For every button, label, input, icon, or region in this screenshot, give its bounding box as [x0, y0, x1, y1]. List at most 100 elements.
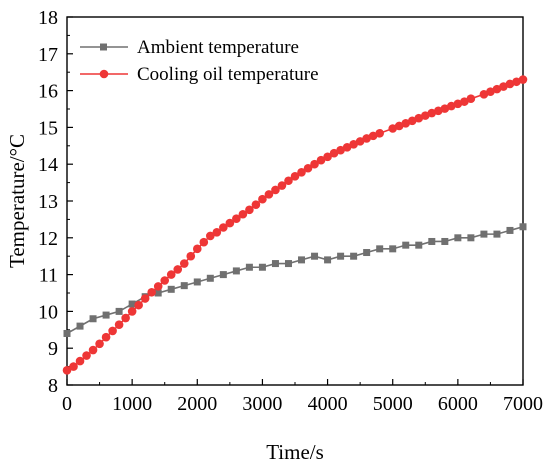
x-tick-label: 5000	[373, 393, 413, 415]
data-point	[69, 362, 78, 371]
data-point	[342, 142, 352, 152]
data-point	[245, 263, 253, 271]
legend-item: Cooling oil temperature	[80, 64, 319, 85]
data-point	[284, 260, 292, 268]
legend-item: Ambient temperature	[80, 37, 299, 58]
legend-marker	[99, 69, 109, 79]
data-point	[63, 329, 71, 337]
data-point	[127, 307, 137, 316]
data-point	[499, 82, 508, 91]
data-point	[401, 119, 411, 128]
x-tick-label: 1000	[112, 393, 152, 415]
y-tick-label: 14	[38, 154, 58, 176]
y-tick-label: 17	[38, 44, 58, 66]
data-point	[121, 313, 130, 323]
data-point	[179, 259, 189, 268]
data-point	[212, 227, 222, 237]
data-point	[420, 111, 430, 120]
data-point	[493, 230, 501, 238]
data-point	[232, 267, 240, 275]
data-point	[76, 322, 84, 330]
data-point	[134, 300, 143, 310]
data-point	[428, 237, 436, 245]
data-point	[199, 237, 209, 247]
data-point	[186, 251, 196, 261]
data-point	[454, 234, 462, 242]
data-point	[147, 287, 156, 297]
series-line	[66, 78, 524, 371]
data-point	[376, 245, 384, 253]
legend: Ambient temperature Cooling oil temperatu…	[80, 37, 319, 85]
data-point	[336, 145, 345, 155]
data-point	[427, 108, 437, 118]
data-point	[89, 315, 97, 323]
data-point	[519, 223, 527, 231]
data-point	[108, 326, 117, 336]
data-point	[486, 87, 495, 97]
data-point	[329, 148, 339, 158]
x-tick-label: 7000	[503, 393, 543, 415]
data-point	[480, 230, 488, 238]
data-point	[311, 252, 319, 260]
data-point	[258, 263, 266, 271]
data-point	[441, 237, 449, 245]
data-point	[303, 163, 313, 173]
x-tick-label: 6000	[438, 393, 478, 415]
data-point	[153, 282, 163, 291]
data-point	[460, 97, 469, 106]
data-point	[375, 128, 384, 138]
y-tick-label: 11	[39, 265, 58, 287]
data-point	[362, 134, 371, 143]
data-point	[453, 99, 463, 109]
data-point	[206, 231, 215, 241]
data-point	[512, 77, 521, 87]
data-point	[154, 289, 162, 297]
data-point	[349, 140, 358, 149]
data-point	[388, 124, 398, 133]
data-point	[284, 176, 293, 186]
x-tick-label: 2000	[177, 393, 217, 415]
data-point	[219, 271, 227, 279]
y-tick-label: 9	[48, 338, 58, 360]
x-axis: 0 1000 2000 3000 4000 5000 6000 7000	[62, 379, 543, 415]
data-point	[466, 94, 476, 103]
series-line	[66, 225, 524, 335]
data-point	[95, 339, 104, 349]
data-point	[505, 79, 515, 89]
data-point	[389, 245, 397, 253]
legend-marker	[100, 43, 107, 51]
data-point	[62, 365, 72, 375]
data-point	[206, 274, 214, 282]
data-point	[492, 84, 502, 94]
series-ambient-temperature	[63, 223, 527, 337]
data-point	[192, 244, 202, 254]
data-point	[88, 345, 98, 355]
y-axis: 8 9 10 11 12 13 14 15 16 17 18	[38, 7, 73, 397]
legend-label: Ambient temperature	[137, 37, 299, 58]
y-tick-label: 13	[38, 191, 58, 213]
data-point	[323, 152, 332, 162]
data-point	[518, 75, 528, 84]
data-point	[75, 356, 85, 366]
data-point	[180, 282, 188, 290]
data-point	[297, 167, 306, 177]
data-point	[160, 276, 170, 285]
data-point	[82, 351, 91, 360]
data-point	[140, 294, 150, 303]
y-tick-label: 15	[38, 117, 58, 139]
data-point	[219, 223, 228, 232]
data-point	[298, 256, 306, 264]
data-point	[355, 137, 365, 146]
data-point	[258, 194, 267, 204]
x-axis-title: Time/s	[266, 440, 324, 464]
data-point	[407, 116, 417, 126]
data-point	[350, 252, 358, 260]
data-point	[232, 214, 241, 223]
y-tick-label: 8	[48, 375, 58, 397]
x-tick-label: 3000	[242, 393, 282, 415]
series-cooling-oil-temperature	[62, 75, 528, 375]
data-point	[394, 121, 404, 131]
x-tick-label: 0	[62, 393, 72, 415]
data-point	[271, 260, 279, 268]
